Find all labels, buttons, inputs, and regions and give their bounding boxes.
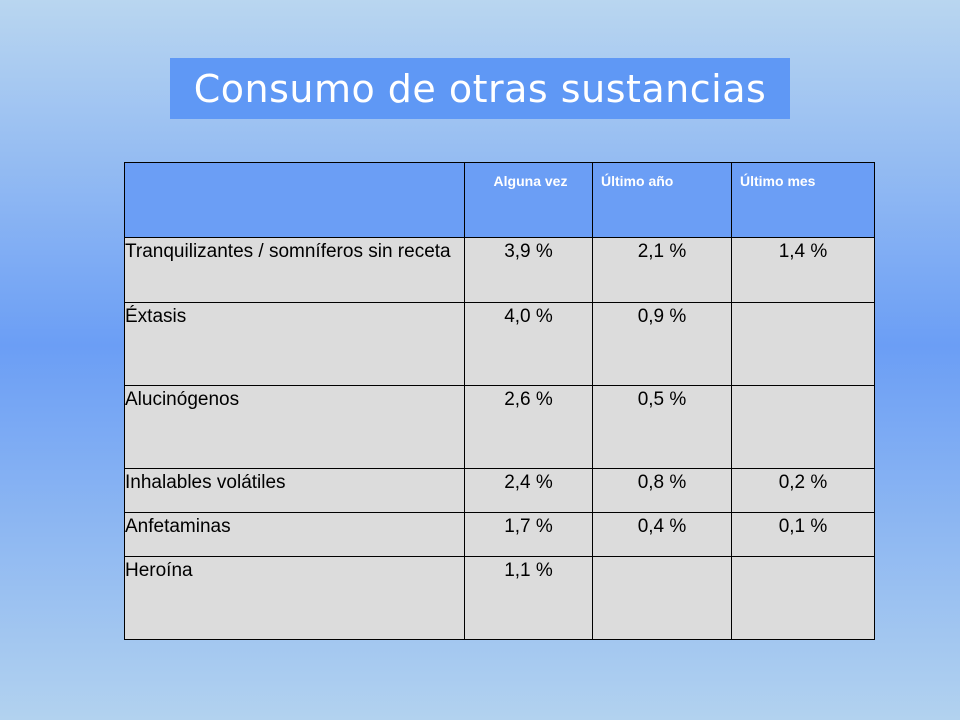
value-cell: 2,1 % [592,237,732,303]
row-label: Heroína [124,556,465,640]
value-cell: 4,0 % [464,302,593,386]
table-row: Éxtasis 4,0 % 0,9 % [124,302,875,386]
table-row: Tranquilizantes / somníferos sin receta … [124,237,875,303]
value-cell [731,385,875,469]
value-cell: 0,8 % [592,468,732,513]
substance-consumption-table: Alguna vez Último año Último mes Tranqui… [124,162,875,640]
table-row: Alucinógenos 2,6 % 0,5 % [124,385,875,469]
table-row: Inhalables volátiles 2,4 % 0,8 % 0,2 % [124,468,875,513]
value-cell [731,556,875,640]
value-cell: 3,9 % [464,237,593,303]
value-cell [592,556,732,640]
value-cell: 1,1 % [464,556,593,640]
value-cell: 0,5 % [592,385,732,469]
row-label: Éxtasis [124,302,465,386]
value-cell: 1,4 % [731,237,875,303]
value-cell: 0,4 % [592,512,732,557]
slide-title: Consumo de otras sustancias [193,66,767,111]
table-row: Anfetaminas 1,7 % 0,4 % 0,1 % [124,512,875,557]
value-cell: 2,4 % [464,468,593,513]
row-label: Inhalables volátiles [124,468,465,513]
value-cell: 0,1 % [731,512,875,557]
value-cell: 2,6 % [464,385,593,469]
value-cell: 1,7 % [464,512,593,557]
column-header: Último mes [731,162,875,238]
row-label: Tranquilizantes / somníferos sin receta [124,237,465,303]
title-banner: Consumo de otras sustancias [170,58,790,119]
value-cell: 0,9 % [592,302,732,386]
header-empty-cell [124,162,465,238]
column-header: Alguna vez [464,162,593,238]
table-header-row: Alguna vez Último año Último mes [124,162,875,238]
row-label: Alucinógenos [124,385,465,469]
table-row: Heroína 1,1 % [124,556,875,640]
value-cell: 0,2 % [731,468,875,513]
row-label: Anfetaminas [124,512,465,557]
column-header: Último año [592,162,732,238]
value-cell [731,302,875,386]
